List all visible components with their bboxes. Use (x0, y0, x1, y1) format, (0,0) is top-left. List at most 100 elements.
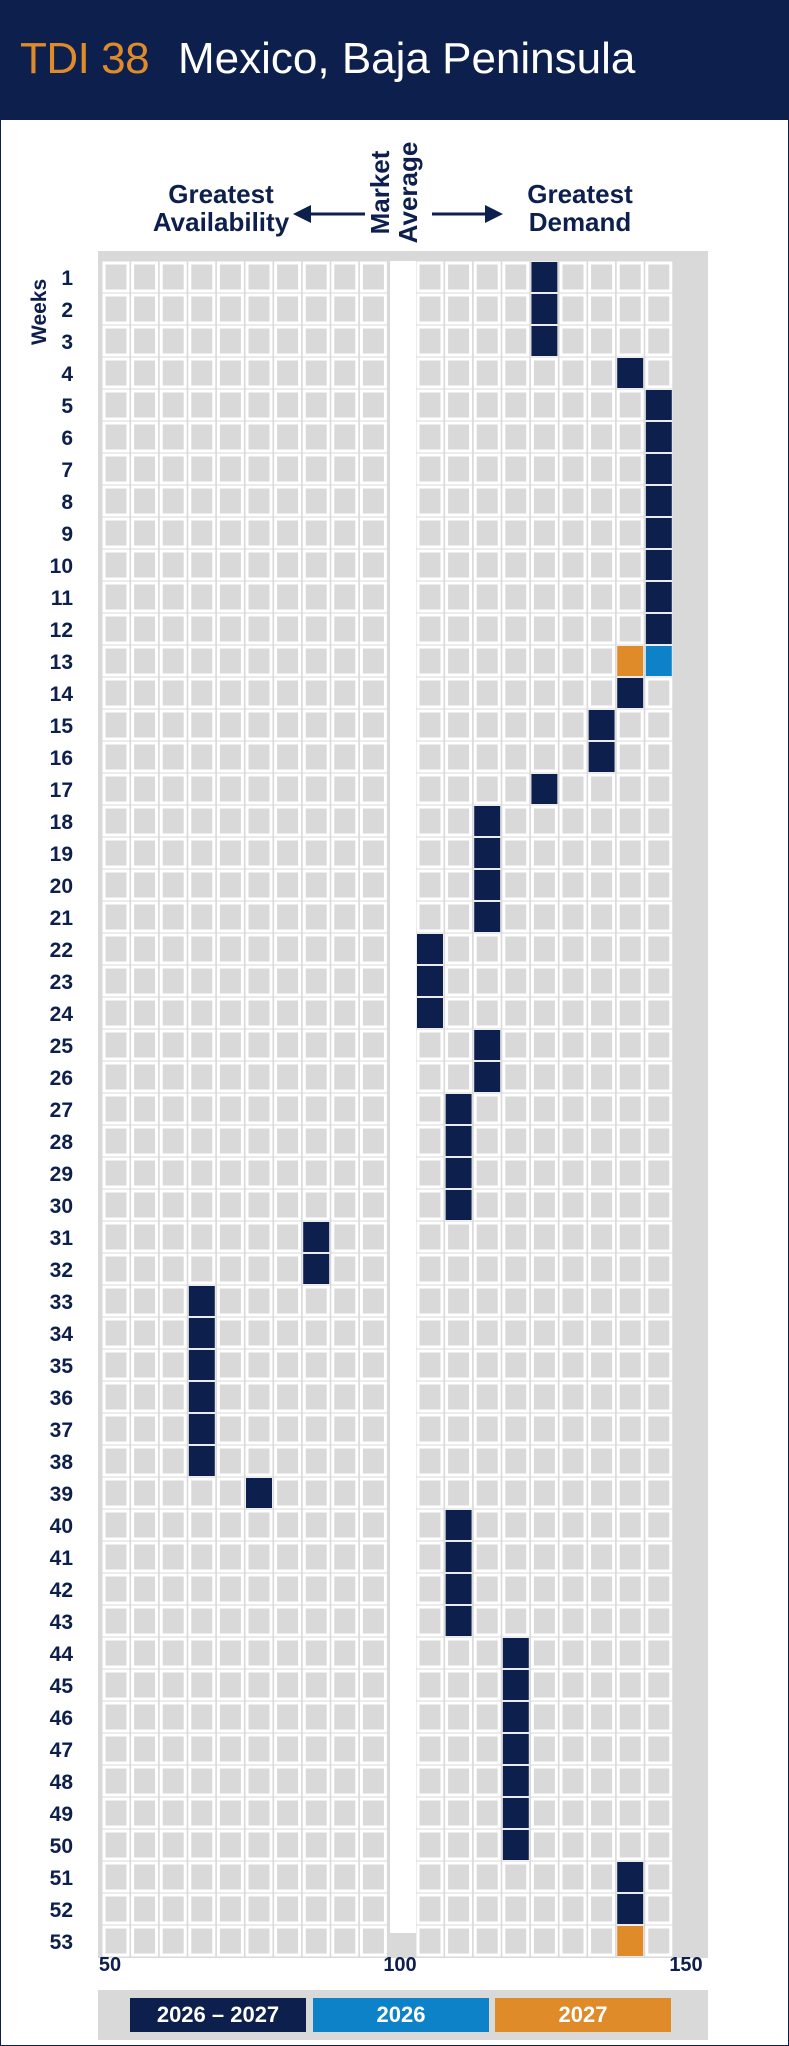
mark-both-years-week-31 (303, 1222, 330, 1252)
grid-cell (559, 1637, 587, 1669)
mark-both-years-week-6 (645, 422, 672, 452)
grid-cell (131, 1861, 159, 1893)
grid-cell (502, 997, 530, 1029)
grid-cell (245, 1189, 273, 1221)
grid-cell (131, 1285, 159, 1317)
week-label: 29 (50, 1163, 73, 1186)
grid-cell (131, 997, 159, 1029)
grid-cell (274, 1637, 302, 1669)
grid-cell (245, 1605, 273, 1637)
grid-cell (588, 1157, 616, 1189)
grid-cell (473, 1285, 501, 1317)
grid-cell (588, 1893, 616, 1925)
grid-cell (416, 1157, 444, 1189)
grid-cell (131, 517, 159, 549)
grid-cell (473, 1573, 501, 1605)
grid-cell (274, 1701, 302, 1733)
week-label: 36 (50, 1387, 73, 1410)
mark-both-years-week-3 (531, 326, 558, 356)
grid-cell (102, 1701, 130, 1733)
grid-cell (188, 1605, 216, 1637)
grid-cell (331, 1157, 359, 1189)
grid-cell (588, 1189, 616, 1221)
legend-item-2026-2027: 2026 – 2027 (130, 1998, 306, 2032)
grid-cell (416, 389, 444, 421)
grid-cell (359, 1029, 387, 1061)
grid-cell (530, 1573, 558, 1605)
grid-cell (588, 1509, 616, 1541)
grid-cell (274, 357, 302, 389)
week-label: 23 (50, 971, 73, 994)
greatest-availability-line2: Availability (152, 207, 290, 237)
grid-cell (645, 1541, 673, 1573)
grid-cell (445, 1349, 473, 1381)
grid-cell (416, 421, 444, 453)
grid-cell (188, 485, 216, 517)
grid-cell (188, 677, 216, 709)
grid-cell (131, 1605, 159, 1637)
grid-cell (588, 1701, 616, 1733)
grid-cell (102, 837, 130, 869)
grid-cell (102, 1765, 130, 1797)
mark-both-years-week-33 (188, 1286, 215, 1316)
grid-cell (645, 773, 673, 805)
grid-cell (131, 549, 159, 581)
mark-both-years-week-44 (502, 1638, 529, 1668)
grid-cell (331, 997, 359, 1029)
grid-cell (331, 293, 359, 325)
grid-cell (216, 1413, 244, 1445)
grid-cell (216, 1573, 244, 1605)
grid-cell (274, 677, 302, 709)
grid-cell (416, 741, 444, 773)
grid-cell (159, 453, 187, 485)
grid-cell (416, 517, 444, 549)
grid-cell (131, 1445, 159, 1477)
grid-cell (159, 933, 187, 965)
grid-cell (416, 1349, 444, 1381)
grid-cell (245, 933, 273, 965)
grid-cell (216, 1637, 244, 1669)
grid-cell (416, 549, 444, 581)
grid-cell (245, 421, 273, 453)
grid-cell (131, 1797, 159, 1829)
grid-cell (216, 389, 244, 421)
grid-cell (559, 1157, 587, 1189)
grid-cell (502, 1157, 530, 1189)
grid-cell (416, 1221, 444, 1253)
grid-cell (331, 837, 359, 869)
grid-cell (416, 1093, 444, 1125)
grid-cell (473, 965, 501, 997)
grid-cell (302, 325, 330, 357)
grid-cell (416, 1029, 444, 1061)
grid-cell (645, 901, 673, 933)
grid-cell (102, 453, 130, 485)
grid-cell (302, 1733, 330, 1765)
grid-cell (216, 1285, 244, 1317)
grid-cell (274, 1733, 302, 1765)
grid-cell (131, 1765, 159, 1797)
grid-cell (645, 805, 673, 837)
grid-cell (102, 1893, 130, 1925)
grid-cell (274, 997, 302, 1029)
grid-cell (559, 677, 587, 709)
grid-cell (102, 869, 130, 901)
grid-cell (245, 1317, 273, 1349)
grid-cell (359, 997, 387, 1029)
mark-both-years-week-39 (246, 1478, 272, 1508)
week-label: 51 (50, 1867, 74, 1890)
grid-cell (645, 741, 673, 773)
grid-cell (445, 1381, 473, 1413)
grid-cell (302, 1061, 330, 1093)
grid-cell (502, 1253, 530, 1285)
mark-2026-week-13 (645, 646, 672, 676)
grid-cell (645, 1125, 673, 1157)
grid-cell (588, 1605, 616, 1637)
grid-cell (645, 1285, 673, 1317)
grid-cell (216, 517, 244, 549)
grid-cell (331, 1637, 359, 1669)
grid-cell (588, 1349, 616, 1381)
mark-both-years-week-7 (645, 454, 672, 484)
grid-cell (159, 1637, 187, 1669)
grid-cell (559, 453, 587, 485)
grid-cell (331, 1317, 359, 1349)
